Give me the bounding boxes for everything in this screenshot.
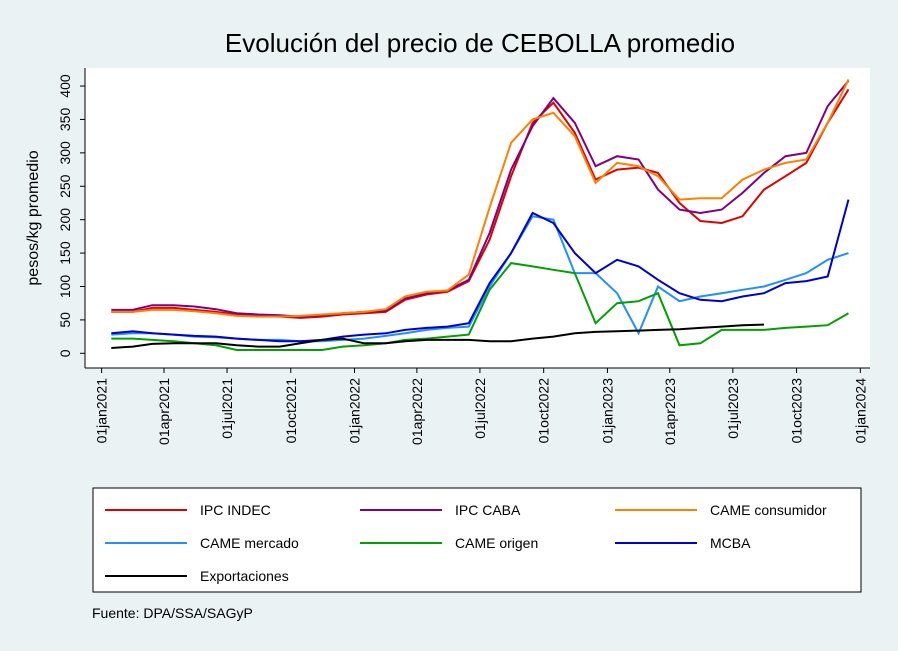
series-line	[111, 323, 765, 349]
y-tick-label: 150	[57, 241, 73, 265]
y-tick-label: 200	[57, 208, 73, 232]
legend-label: IPC CABA	[455, 502, 521, 518]
legend-label: IPC INDEC	[200, 502, 271, 518]
chart-title: Evolución del precio de CEBOLLA promedio	[225, 28, 735, 58]
legend-label: MCBA	[710, 535, 751, 551]
x-tick-label: 01oct2023	[789, 378, 805, 444]
x-tick-label: 01jan2022	[347, 378, 363, 444]
plot-area	[85, 68, 870, 368]
y-tick-label: 300	[57, 141, 73, 165]
series-line	[111, 88, 850, 319]
legend-label: CAME mercado	[200, 535, 299, 551]
series-line	[111, 199, 850, 343]
x-tick-label: 01jan2021	[94, 378, 110, 444]
legend-label: CAME consumidor	[710, 502, 827, 518]
x-tick-label: 01apr2021	[156, 378, 172, 445]
series-line	[111, 262, 849, 351]
x-tick-label: 01jul2021	[219, 378, 235, 439]
x-tick-label: 01oct2022	[536, 378, 552, 444]
x-tick-label: 01apr2023	[662, 378, 678, 445]
x-tick-label: 01jan2023	[599, 378, 615, 444]
source-note: Fuente: DPA/SSA/SAGyP	[92, 605, 253, 621]
x-tick-label: 01jul2023	[725, 378, 741, 439]
legend	[92, 487, 862, 593]
x-tick-label: 01jan2024	[852, 378, 868, 444]
legend-label: CAME origen	[455, 535, 538, 551]
series-line	[111, 80, 850, 318]
y-tick-label: 250	[57, 174, 73, 198]
y-tick-label: 0	[57, 349, 73, 357]
y-tick-label: 400	[57, 74, 73, 98]
x-tick-label: 01jul2022	[472, 378, 488, 439]
y-tick-label: 350	[57, 108, 73, 132]
series-line	[111, 78, 850, 318]
legend-label: Exportaciones	[200, 568, 289, 584]
x-tick-label: 01oct2021	[283, 378, 299, 444]
y-axis-label: pesos/kg promedio	[25, 150, 42, 285]
x-tick-label: 01apr2022	[409, 378, 425, 445]
y-tick-label: 50	[57, 312, 73, 328]
y-tick-label: 100	[57, 275, 73, 299]
